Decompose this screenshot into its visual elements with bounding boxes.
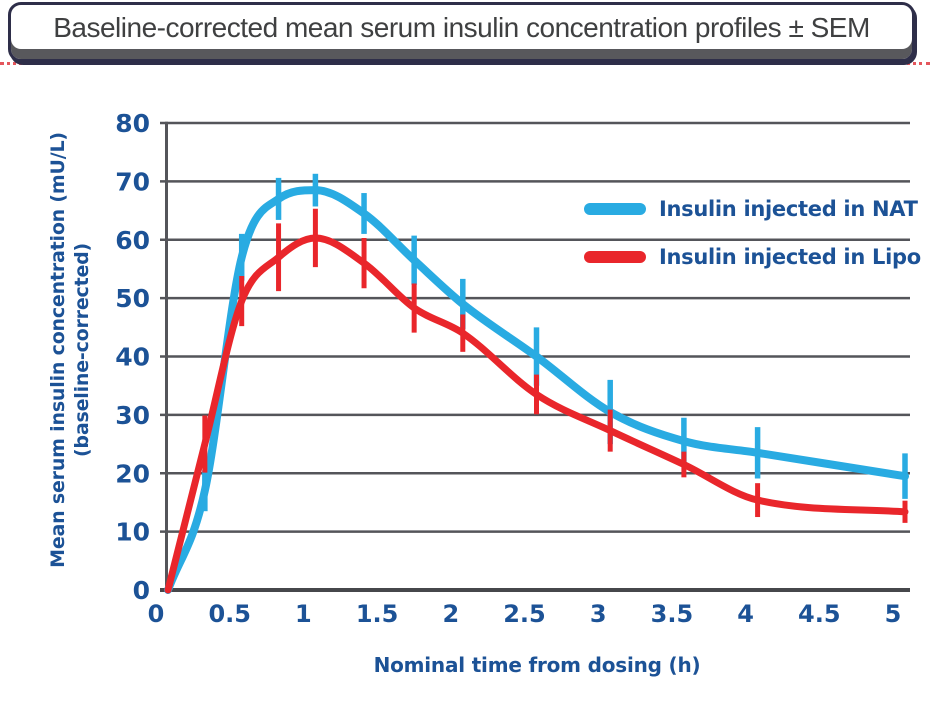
y-tick-label: 80 (115, 109, 150, 138)
y-tick-label: 10 (115, 518, 150, 547)
y-axis-title-line2: (baseline-corrected) (71, 242, 93, 458)
title-banner: Baseline-corrected mean serum insulin co… (8, 2, 915, 62)
y-tick-label: 30 (115, 401, 150, 430)
banner-accent-dotted-line (0, 62, 930, 65)
tick-labels: 0 10 20 30 40 50 60 70 80 0 0.5 1 1.5 2 2.5 3 3.5 4 4.5 5 (115, 109, 901, 628)
y-tick-label: 20 (115, 459, 150, 488)
x-tick-label: 4.5 (798, 600, 841, 628)
x-tick-label: 1 (295, 600, 312, 628)
x-tick-label: 3.5 (651, 600, 694, 628)
x-axis-title: Nominal time from dosing (h) (373, 653, 701, 677)
y-tick-label: 50 (115, 284, 150, 313)
y-tick-label: 70 (115, 167, 150, 196)
x-tick-label: 0.5 (208, 600, 251, 628)
lipo-curve (164, 234, 909, 594)
y-tick-label: 60 (115, 226, 150, 255)
lipo-series-swatch-icon (584, 251, 646, 263)
x-tick-label: 1.5 (356, 600, 399, 628)
x-tick-label: 2 (442, 600, 459, 628)
legend-item-nat: Insulin injected in NAT (584, 196, 921, 222)
chart-legend: Insulin injected in NAT Insulin injected… (584, 196, 921, 292)
legend-label-lipo: Insulin injected in Lipo (659, 245, 921, 269)
x-tick-label: 0 (148, 600, 165, 628)
y-axis-title-line1: Mean serum insulin concentration (mU/L) (47, 132, 69, 568)
y-tick-label: 40 (115, 343, 150, 372)
gridlines (160, 121, 910, 592)
x-tick-label: 3 (590, 600, 607, 628)
series-lipo (164, 208, 909, 594)
figure-title: Baseline-corrected mean serum insulin co… (53, 12, 870, 43)
y-tick-label: 0 (133, 576, 150, 605)
legend-label-nat: Insulin injected in NAT (659, 197, 918, 221)
x-tick-label: 4 (737, 600, 754, 628)
x-tick-label: 2.5 (503, 600, 546, 628)
x-tick-label: 5 (885, 600, 902, 628)
nat-series-swatch-icon (584, 203, 646, 215)
legend-item-lipo: Insulin injected in Lipo (584, 244, 921, 270)
